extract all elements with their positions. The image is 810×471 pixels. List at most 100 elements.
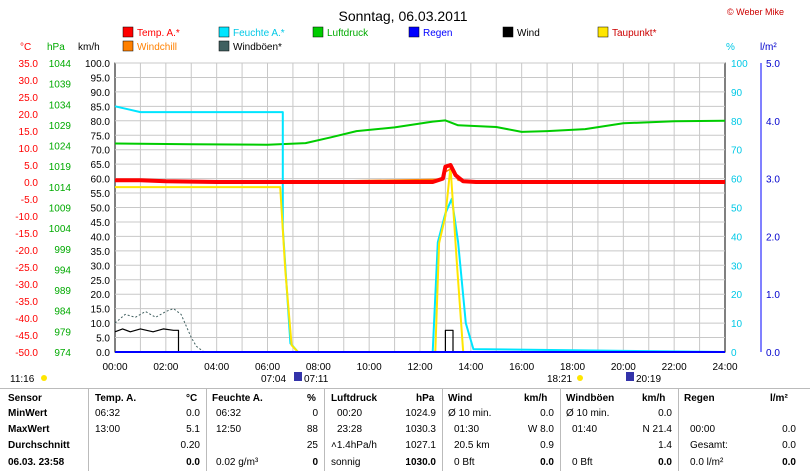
humidity-unit-label: % bbox=[726, 42, 735, 53]
wind-min-label: Ø 10 min. bbox=[448, 408, 492, 419]
temp-tick-label: -5.0 bbox=[21, 195, 39, 206]
wind-unit: km/h bbox=[524, 393, 548, 404]
gust-now-value: 0.0 bbox=[658, 457, 672, 468]
temp-tick-label: -35.0 bbox=[15, 297, 38, 308]
row-label-now: 06.03. 23:58 bbox=[8, 457, 65, 468]
rain-tick-label: 1.0 bbox=[766, 290, 780, 301]
temp-tick-label: -40.0 bbox=[15, 314, 38, 325]
press-avg-value: 1027.1 bbox=[405, 440, 436, 451]
humidity-tick-label: 20 bbox=[731, 290, 743, 301]
temp-tick-label: -45.0 bbox=[15, 331, 38, 342]
wind-distance: 20.5 km bbox=[454, 440, 490, 451]
wind-tick-label: 75.0 bbox=[91, 131, 111, 142]
temp-tick-label: 20.0 bbox=[19, 110, 39, 121]
wind-tick-label: 85.0 bbox=[91, 102, 111, 113]
rain-tick-label: 4.0 bbox=[766, 117, 780, 128]
temp-tick-label: -25.0 bbox=[15, 263, 38, 274]
wind-max-value: W 8.0 bbox=[527, 424, 554, 435]
pressure-tick-label: 1004 bbox=[49, 224, 72, 235]
x-tick-label: 08:00 bbox=[306, 362, 331, 373]
rain-tick-label: 3.0 bbox=[766, 175, 780, 186]
humidity-tick-label: 50 bbox=[731, 204, 743, 215]
legend-swatch bbox=[218, 40, 230, 52]
rain-max-value: 0.0 bbox=[782, 424, 796, 435]
wind-tick-label: 80.0 bbox=[91, 117, 111, 128]
wind-tick-label: 0.0 bbox=[96, 348, 110, 359]
gust-avg-value: 1.4 bbox=[658, 440, 672, 451]
series-line bbox=[115, 163, 725, 184]
hum-unit: % bbox=[307, 393, 316, 404]
humidity-tick-label: 70 bbox=[731, 146, 743, 157]
pressure-tick-label: 984 bbox=[54, 307, 71, 318]
hum-min-value: 0 bbox=[312, 408, 318, 419]
rain-unit: l/m² bbox=[770, 393, 788, 404]
rain-now-value: 0.0 bbox=[782, 457, 796, 468]
legend-label: Wind bbox=[517, 28, 540, 39]
legend-swatch bbox=[408, 26, 420, 38]
sunrise-marker bbox=[294, 372, 302, 381]
rain-total-value: 0.0 bbox=[782, 440, 796, 451]
series-line bbox=[114, 328, 725, 353]
sunset-sun-icon bbox=[577, 375, 583, 381]
wind-tick-label: 25.0 bbox=[91, 276, 111, 287]
rain-max-time: 00:00 bbox=[690, 424, 716, 435]
wind-min-value: 0.0 bbox=[540, 408, 554, 419]
wind-tick-label: 90.0 bbox=[91, 88, 111, 99]
statistics-table: Sensor MinWert MaxWert Durchschnitt 06.0… bbox=[0, 388, 810, 471]
pressure-tick-label: 1009 bbox=[49, 204, 72, 215]
sunset-time-label: 18:21 bbox=[547, 374, 572, 385]
humidity-tick-label: 30 bbox=[731, 261, 743, 272]
pressure-tick-label: 974 bbox=[54, 348, 71, 359]
rain-now-extra: 0.0 l/m² bbox=[690, 457, 724, 468]
rain-unit-label: l/m² bbox=[760, 42, 777, 53]
press-trend: ˄1.4hPa/h bbox=[331, 440, 377, 451]
temp-avg-value: 0.20 bbox=[180, 440, 200, 451]
chart-title: Sonntag, 06.03.2011 bbox=[339, 8, 468, 24]
x-tick-label: 10:00 bbox=[357, 362, 382, 373]
temp-tick-label: -20.0 bbox=[15, 246, 38, 257]
row-label-min: MinWert bbox=[8, 408, 48, 419]
press-max-time: 23:28 bbox=[337, 424, 363, 435]
legend-label: Luftdruck bbox=[327, 28, 369, 39]
pressure-tick-label: 1014 bbox=[49, 183, 72, 194]
humidity-tick-label: 60 bbox=[731, 175, 743, 186]
temp-tick-label: 25.0 bbox=[19, 93, 39, 104]
temp-min-value: 0.0 bbox=[186, 408, 200, 419]
pressure-unit-label: hPa bbox=[47, 42, 65, 53]
wind-tick-label: 55.0 bbox=[91, 189, 111, 200]
pressure-tick-label: 989 bbox=[54, 286, 71, 297]
sun-icon bbox=[41, 375, 47, 381]
x-tick-label: 14:00 bbox=[458, 362, 483, 373]
legend-swatch bbox=[597, 26, 609, 38]
temp-tick-label: 10.0 bbox=[19, 144, 39, 155]
wind-tick-label: 40.0 bbox=[91, 232, 111, 243]
sunset-marker bbox=[626, 372, 634, 381]
humidity-tick-label: 80 bbox=[731, 117, 743, 128]
temp-tick-label: -50.0 bbox=[15, 348, 38, 359]
press-min-value: 1024.9 bbox=[405, 408, 436, 419]
press-max-value: 1030.3 bbox=[405, 424, 436, 435]
x-tick-label: 22:00 bbox=[662, 362, 687, 373]
rain-header: Regen bbox=[684, 393, 715, 404]
hum-min-time: 06:32 bbox=[216, 408, 242, 419]
wind-now-value: 0.0 bbox=[540, 457, 554, 468]
wind-tick-label: 20.0 bbox=[91, 290, 111, 301]
sunrise-time-label: 07:04 bbox=[261, 374, 286, 385]
sunset2-time-label: 20:19 bbox=[636, 374, 661, 385]
press-min-time: 00:20 bbox=[337, 408, 363, 419]
gust-unit: km/h bbox=[642, 393, 666, 404]
temp-tick-label: 5.0 bbox=[24, 161, 38, 172]
legend-label: Windchill bbox=[137, 42, 177, 53]
row-label-sensor: Sensor bbox=[8, 393, 42, 404]
wind-avg-value: 0.9 bbox=[540, 440, 554, 451]
wind-tick-label: 65.0 bbox=[91, 160, 111, 171]
hum-header: Feuchte A. bbox=[212, 393, 263, 404]
pressure-tick-label: 1044 bbox=[49, 59, 72, 70]
wind-tick-label: 10.0 bbox=[91, 319, 111, 330]
temp-tick-label: -30.0 bbox=[15, 280, 38, 291]
temp-tick-label: 0.0 bbox=[24, 178, 38, 189]
x-tick-label: 24:00 bbox=[712, 362, 737, 373]
temp-min-time: 06:32 bbox=[95, 408, 121, 419]
wind-tick-label: 60.0 bbox=[91, 175, 111, 186]
x-tick-label: 16:00 bbox=[509, 362, 534, 373]
